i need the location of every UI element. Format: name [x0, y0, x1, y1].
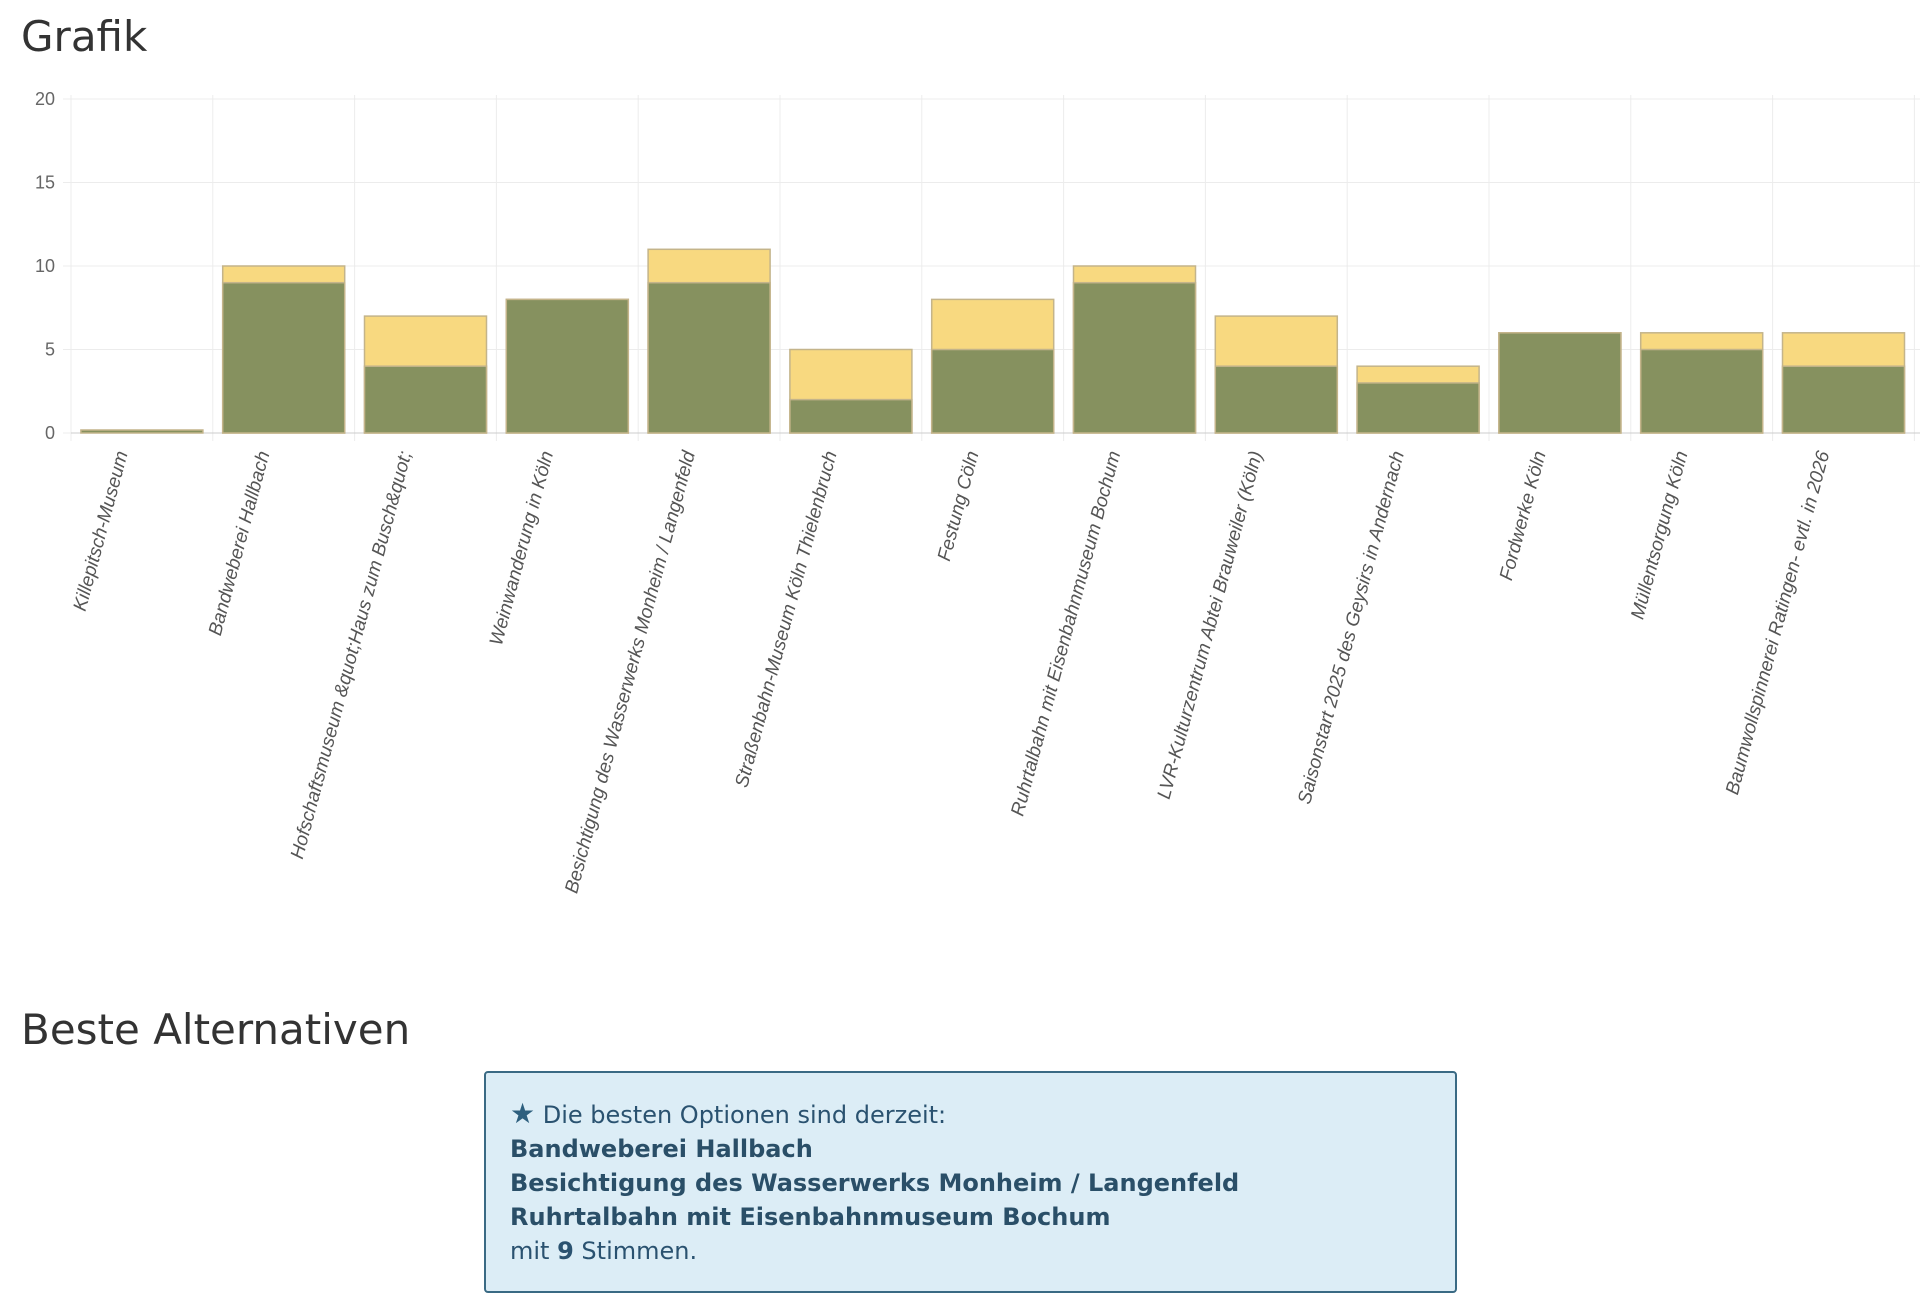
x-category-label: Ruhrtalbahn mit Eisenbahnmuseum Bochum: [1007, 449, 1125, 819]
bar-primary-4: [647, 281, 771, 434]
x-category-label: Saisonstart 2025 des Geysirs in Andernac…: [1294, 449, 1409, 807]
bar-chart: 0 5 10 15 20 Killepitsch-Museum Bandweberei H…: [35, 89, 1920, 896]
y-tick-label: 15: [35, 173, 55, 193]
star-icon: ★: [510, 1097, 536, 1130]
y-axis-ticks: 0 5 10 15 20: [35, 89, 55, 443]
bar-primary-11: [1639, 348, 1764, 434]
x-category-label: Baumwollspinnerei Ratingen- evtl. in 202…: [1722, 448, 1834, 797]
bar-primary-7: [1072, 281, 1197, 434]
best-alternatives-title: Beste Alternativen: [21, 1005, 411, 1054]
votes-prefix: mit: [510, 1237, 558, 1265]
x-category-label: Müllentsorgung Köln: [1627, 449, 1692, 622]
x-category-label: Besichtigung des Wasserwerks Monheim / L…: [561, 447, 700, 895]
bar-primary-5: [789, 398, 913, 434]
bar-primary-3: [505, 298, 630, 434]
x-category-label: Festung Cöln: [934, 449, 984, 564]
y-tick-label: 0: [45, 423, 55, 443]
x-category-label: Bandweberei Hallbach: [205, 449, 274, 638]
bar-primary-0: [80, 429, 204, 434]
votes-line: mit 9 Stimmen.: [510, 1234, 1431, 1268]
bar-primary-6: [930, 348, 1055, 434]
alert-intro-line: ★ Die besten Optionen sind derzeit:: [510, 1097, 1431, 1132]
best-option-2: Besichtigung des Wasserwerks Monheim / L…: [510, 1169, 1240, 1197]
x-category-label: Weinwanderung in Köln: [486, 449, 558, 648]
x-category-label: Hofschaftsmuseum &quot;Haus zum Busch&qu…: [287, 449, 416, 861]
x-category-label: Fordwerke Köln: [1496, 449, 1551, 583]
chart-section-title: Grafik: [21, 12, 148, 61]
votes-suffix: Stimmen.: [573, 1237, 698, 1265]
bar-primary-10: [1498, 332, 1622, 434]
y-tick-label: 5: [45, 340, 55, 360]
bar-primary-8: [1214, 365, 1339, 434]
best-option-3: Ruhrtalbahn mit Eisenbahnmuseum Bochum: [510, 1203, 1111, 1231]
alert-intro-text: Die besten Optionen sind derzeit:: [535, 1101, 947, 1129]
y-tick-label: 10: [35, 256, 55, 276]
x-category-label: Killepitsch-Museum: [70, 449, 133, 614]
bar-primary-12: [1781, 365, 1906, 434]
votes-count: 9: [557, 1237, 574, 1265]
bar-primary-2: [363, 365, 488, 434]
best-option-1: Bandweberei Hallbach: [510, 1135, 813, 1163]
x-category-label: LVR-Kulturzentrum Abtei Brauweiler (Köln…: [1154, 449, 1267, 802]
x-axis-labels: Killepitsch-Museum Bandweberei Hallbach Ho…: [70, 447, 1835, 895]
chart-bars: [80, 248, 1906, 434]
bar-primary-1: [221, 281, 346, 434]
best-options-alert: ★ Die besten Optionen sind derzeit: Band…: [484, 1071, 1457, 1293]
y-tick-label: 20: [35, 89, 55, 109]
x-category-label: Straßenbahn-Museum Köln Thielenbruch: [732, 449, 842, 790]
bar-primary-9: [1356, 382, 1480, 434]
